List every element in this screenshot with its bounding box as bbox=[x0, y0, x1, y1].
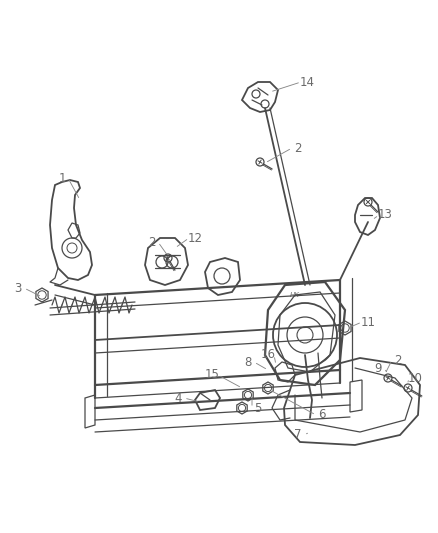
Text: 4: 4 bbox=[174, 392, 182, 405]
Text: 16: 16 bbox=[261, 349, 276, 361]
Text: 9: 9 bbox=[374, 361, 382, 375]
Text: 15: 15 bbox=[205, 368, 219, 382]
Text: HK: HK bbox=[290, 292, 300, 298]
Text: 2: 2 bbox=[148, 236, 156, 248]
Text: 5: 5 bbox=[254, 401, 261, 415]
Text: 13: 13 bbox=[378, 208, 392, 222]
Text: 8: 8 bbox=[244, 356, 252, 368]
Text: 3: 3 bbox=[14, 281, 22, 295]
Text: 1: 1 bbox=[58, 172, 66, 184]
Text: 14: 14 bbox=[300, 76, 314, 88]
Text: 12: 12 bbox=[187, 231, 202, 245]
Text: 2: 2 bbox=[294, 141, 302, 155]
Text: 6: 6 bbox=[318, 408, 326, 422]
Text: 2: 2 bbox=[394, 353, 402, 367]
Text: 10: 10 bbox=[408, 372, 422, 384]
Text: 7: 7 bbox=[294, 429, 302, 441]
Text: 11: 11 bbox=[360, 316, 375, 328]
